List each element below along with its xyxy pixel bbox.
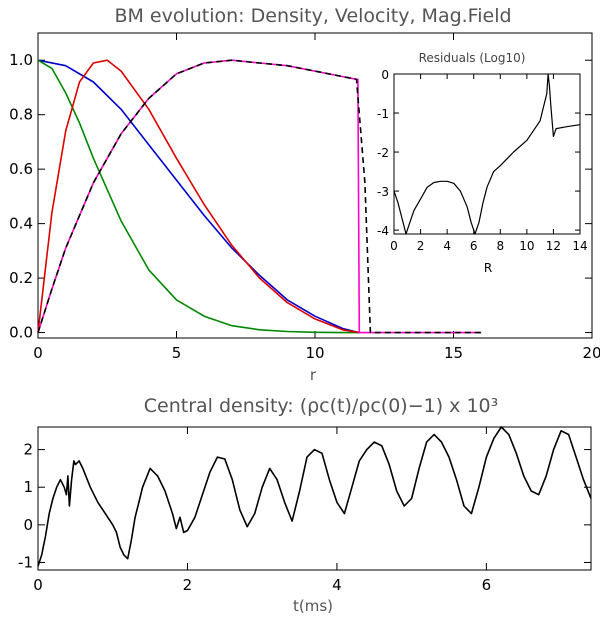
inset-y-tick-label: -1 <box>377 107 389 121</box>
inset-chart-title: Residuals (Log10) <box>419 51 526 65</box>
inset-y-tick-label: -2 <box>377 146 389 160</box>
inset-x-tick-label: 0 <box>390 239 398 253</box>
top-y-ticks: 0.0 0.2 0.4 0.6 0.8 1.0 <box>9 51 592 342</box>
inset-y-ticks: -4 -3 -2 -1 0 <box>377 68 580 238</box>
inset-x-tick-label: 14 <box>572 239 587 253</box>
top-y-tick-label: 0.8 <box>9 106 33 124</box>
top-x-tick-label: 5 <box>172 344 182 362</box>
bottom-y-tick-label: 2 <box>23 441 33 459</box>
inset-y-tick-label: 0 <box>381 68 389 82</box>
inset-x-tick-label: 12 <box>546 239 561 253</box>
bottom-y-tick-label: 1 <box>23 478 33 496</box>
bottom-y-tick-label: 0 <box>23 516 33 534</box>
bottom-x-tick-label: 4 <box>332 576 342 594</box>
inset-x-tick-label: 4 <box>443 239 451 253</box>
inset-x-tick-label: 8 <box>496 239 504 253</box>
inset-x-ticks: 0 2 4 6 8 10 12 14 <box>390 74 588 253</box>
inset-x-tick-label: 6 <box>470 239 478 253</box>
top-x-ticks: 0 5 10 15 20 <box>33 33 600 362</box>
top-y-tick-label: 0.2 <box>9 269 33 287</box>
top-y-tick-label: 0.4 <box>9 215 33 233</box>
bottom-y-tick-label: -1 <box>18 553 33 571</box>
top-chart-title: BM evolution: Density, Velocity, Mag.Fie… <box>114 5 511 27</box>
bottom-x-tick-label: 2 <box>183 576 193 594</box>
bottom-x-ticks: 0 2 4 6 <box>33 427 491 594</box>
top-y-tick-label: 1.0 <box>9 51 33 69</box>
top-x-tick-label: 0 <box>33 344 43 362</box>
inset-x-tick-label: 10 <box>519 239 534 253</box>
top-y-tick-label: 0.6 <box>9 160 33 178</box>
inset-series-line-0 <box>393 73 581 235</box>
bottom-y-ticks: -1 0 1 2 <box>18 441 591 571</box>
inset-plot-frame <box>393 73 581 235</box>
top-x-tick-label: 20 <box>582 344 600 362</box>
top-series-group <box>37 59 482 334</box>
top-series-line-4 <box>37 59 482 334</box>
inset-y-tick-label: -4 <box>377 224 389 238</box>
bottom-chart-title: Central density: (ρc(t)/ρc(0)−1) x 10³ <box>144 395 499 417</box>
top-x-axis-label: r <box>310 366 317 384</box>
top-x-tick-label: 10 <box>305 344 324 362</box>
top-y-tick-label: 0.0 <box>9 324 33 342</box>
inset-y-tick-label: -3 <box>377 185 389 199</box>
top-x-tick-label: 15 <box>444 344 463 362</box>
top-series-line-0 <box>37 59 360 334</box>
bottom-series-line-0 <box>37 426 592 567</box>
inset-x-axis-label: R <box>484 261 492 275</box>
bottom-series-group <box>37 426 592 567</box>
bottom-x-tick-label: 6 <box>482 576 492 594</box>
bottom-x-tick-label: 0 <box>33 576 43 594</box>
top-series-line-1 <box>37 59 360 334</box>
top-series-line-2 <box>37 59 360 334</box>
inset-x-tick-label: 2 <box>417 239 425 253</box>
bottom-x-axis-label: t(ms) <box>293 597 333 615</box>
inset-series-group <box>393 73 581 235</box>
